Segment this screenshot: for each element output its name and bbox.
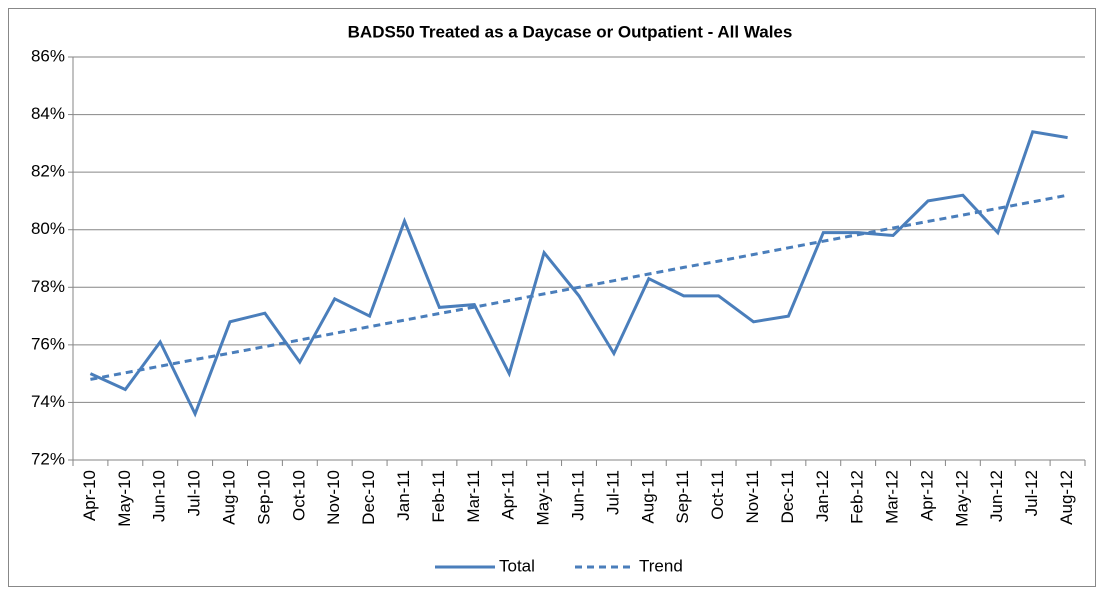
x-tick-label: Sep-10 — [254, 470, 273, 525]
x-tick-label: Jul-12 — [1022, 470, 1041, 516]
y-tick-label: 76% — [31, 334, 65, 353]
x-tick-label: Apr-12 — [917, 470, 936, 521]
y-tick-label: 72% — [31, 449, 65, 468]
x-tick-label: Jun-10 — [150, 470, 169, 522]
x-tick-label: Aug-11 — [638, 470, 657, 524]
x-tick-label: Jan-12 — [813, 470, 832, 522]
legend-label: Total — [499, 556, 535, 575]
x-tick-label: Apr-10 — [80, 470, 99, 521]
x-tick-label: Dec-11 — [778, 470, 797, 524]
y-tick-label: 84% — [31, 104, 65, 123]
y-tick-label: 78% — [31, 277, 65, 296]
x-tick-label: Oct-10 — [289, 470, 308, 521]
y-tick-label: 82% — [31, 162, 65, 181]
x-tick-label: Mar-11 — [464, 470, 483, 523]
x-tick-label: Jan-11 — [394, 470, 413, 521]
x-tick-label: Nov-11 — [743, 470, 762, 524]
y-tick-label: 74% — [31, 392, 65, 411]
x-tick-label: Jun-11 — [568, 470, 587, 521]
x-tick-label: May-11 — [534, 470, 553, 525]
x-tick-label: May-10 — [115, 470, 134, 527]
x-tick-label: Nov-10 — [324, 470, 343, 525]
x-tick-label: Apr-11 — [499, 470, 518, 520]
x-tick-label: Sep-11 — [673, 470, 692, 524]
x-tick-label: Feb-12 — [848, 470, 867, 524]
x-tick-label: Mar-12 — [883, 470, 902, 524]
legend-label: Trend — [639, 556, 683, 575]
x-tick-label: Aug-10 — [220, 470, 239, 525]
series-line — [90, 193, 1068, 381]
series-line — [89, 130, 1068, 418]
x-tick-label: Aug-12 — [1057, 470, 1076, 525]
chart-frame — [8, 8, 1096, 587]
y-tick-label: 80% — [31, 219, 65, 238]
x-tick-label: Oct-11 — [708, 470, 727, 520]
x-tick-label: Dec-10 — [359, 470, 378, 525]
y-tick-label: 86% — [31, 46, 65, 65]
chart-title: BADS50 Treated as a Daycase or Outpatien… — [348, 22, 793, 41]
x-tick-label: May-12 — [952, 470, 971, 527]
x-tick-label: Jul-10 — [185, 470, 204, 516]
x-tick-label: Jun-12 — [987, 470, 1006, 522]
x-tick-label: Jul-11 — [603, 470, 622, 515]
x-tick-label: Feb-11 — [429, 470, 448, 523]
